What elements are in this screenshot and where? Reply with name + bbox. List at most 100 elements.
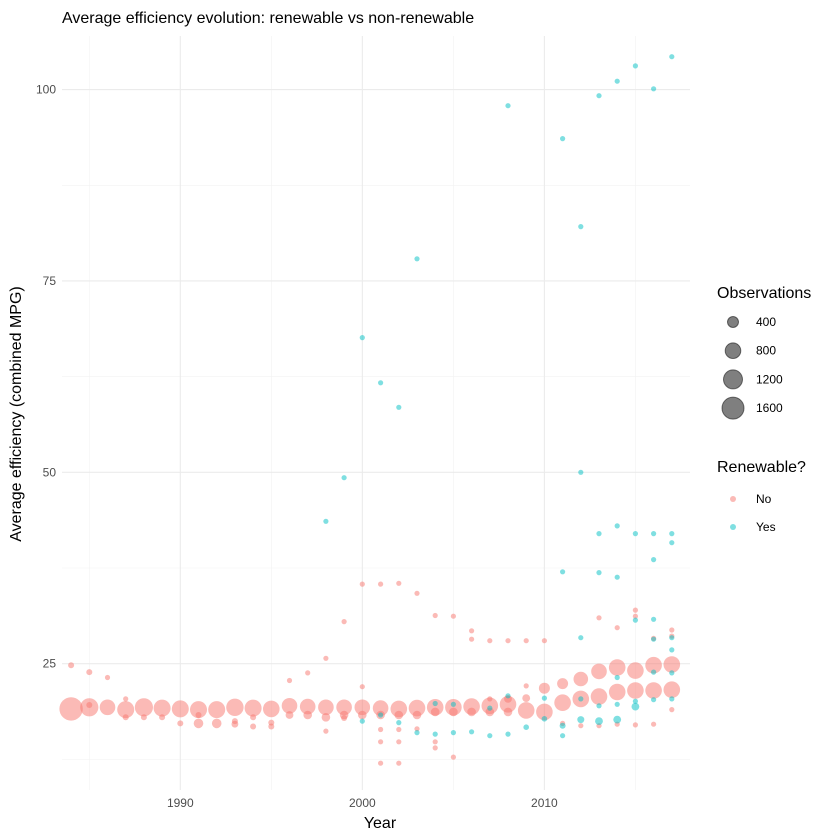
data-point-yes	[577, 716, 585, 724]
data-point-no	[123, 696, 129, 702]
data-point-no	[591, 663, 607, 680]
data-point-no	[268, 723, 275, 730]
data-point-no	[177, 720, 184, 727]
data-point-yes	[487, 705, 493, 711]
size-legend-title: Observations	[717, 285, 811, 302]
data-point-yes	[469, 729, 475, 735]
data-point-no	[632, 613, 639, 619]
data-point-yes	[669, 635, 675, 641]
data-point-yes	[505, 103, 511, 109]
data-point-no	[394, 710, 404, 720]
data-point-yes	[651, 697, 657, 703]
data-point-no	[608, 683, 626, 701]
data-point-yes	[578, 224, 584, 230]
data-point-no	[632, 722, 639, 728]
data-point-yes	[669, 670, 675, 676]
color-legend: Renewable? No Yes	[717, 459, 806, 534]
size-legend-label: 1200	[756, 372, 783, 386]
data-point-no	[299, 698, 316, 715]
data-point-no	[244, 699, 262, 717]
data-point-yes	[450, 701, 456, 707]
data-point-no	[211, 718, 222, 729]
size-legend: Observations 400 800 1200 1600	[717, 285, 811, 420]
data-point-yes	[614, 701, 620, 707]
series-yes-points	[323, 54, 675, 739]
data-point-no	[226, 698, 244, 716]
data-point-no	[396, 726, 402, 733]
data-point-no	[487, 696, 493, 702]
data-point-yes	[541, 695, 548, 701]
data-point-no	[396, 580, 402, 586]
data-point-yes	[669, 540, 675, 546]
data-point-yes	[596, 93, 602, 99]
data-point-no	[554, 694, 571, 711]
data-point-yes	[378, 380, 384, 386]
data-point-no	[432, 739, 438, 745]
data-point-yes	[523, 724, 529, 730]
data-point-yes	[631, 702, 640, 711]
data-point-yes	[632, 531, 639, 537]
data-point-no	[590, 688, 608, 705]
data-point-no	[663, 656, 681, 673]
data-point-yes	[596, 531, 602, 537]
data-point-yes	[414, 730, 420, 736]
data-point-yes	[651, 86, 657, 92]
size-legend-key	[721, 396, 745, 420]
data-point-no	[632, 607, 639, 613]
data-point-yes	[359, 335, 365, 341]
data-point-no	[336, 699, 352, 716]
data-point-yes	[595, 717, 603, 725]
data-point-no	[378, 739, 384, 745]
data-point-no	[159, 714, 166, 721]
data-point-yes	[432, 731, 438, 737]
data-point-no	[281, 698, 298, 714]
data-point-no	[378, 726, 384, 733]
y-tick-label: 25	[43, 657, 57, 671]
data-point-yes	[669, 647, 675, 653]
data-point-no	[467, 707, 476, 717]
data-point-no	[469, 636, 475, 642]
data-point-no	[122, 714, 129, 721]
data-point-no	[208, 701, 226, 719]
grid	[62, 36, 690, 790]
data-point-no	[134, 698, 153, 717]
data-point-yes	[596, 703, 602, 709]
data-point-no	[321, 713, 331, 722]
data-point-yes	[359, 718, 365, 724]
data-point-no	[358, 710, 367, 720]
data-point-no	[645, 682, 662, 699]
data-point-no	[86, 669, 93, 676]
data-point-yes	[450, 730, 456, 736]
data-point-no	[499, 696, 517, 713]
data-point-yes	[614, 674, 620, 681]
data-point-no	[195, 712, 202, 718]
data-point-no	[190, 701, 207, 719]
data-point-no	[645, 656, 662, 674]
data-point-yes	[323, 518, 329, 524]
size-legend-keys: 400 800 1200 1600	[721, 315, 783, 420]
data-point-no	[286, 677, 293, 684]
data-point-yes	[578, 469, 584, 475]
data-point-yes	[559, 722, 566, 729]
data-point-no	[263, 700, 280, 718]
data-point-no	[305, 670, 311, 676]
data-point-yes	[432, 700, 438, 707]
data-point-yes	[632, 63, 639, 69]
data-point-no	[193, 718, 204, 729]
data-point-no	[104, 674, 111, 681]
color-legend-key	[730, 524, 736, 530]
data-point-yes	[578, 696, 584, 702]
data-point-no	[372, 700, 389, 716]
data-point-no	[303, 710, 313, 720]
chart-title: Average efficiency evolution: renewable …	[62, 10, 474, 27]
color-legend-keys: No Yes	[730, 492, 776, 534]
data-point-yes	[614, 574, 620, 580]
data-point-yes	[669, 531, 675, 537]
data-point-no	[487, 638, 493, 644]
size-legend-label: 400	[756, 315, 776, 329]
data-point-yes	[578, 635, 584, 641]
data-point-no	[99, 699, 116, 716]
data-point-yes	[614, 78, 620, 84]
data-point-no	[469, 628, 475, 634]
